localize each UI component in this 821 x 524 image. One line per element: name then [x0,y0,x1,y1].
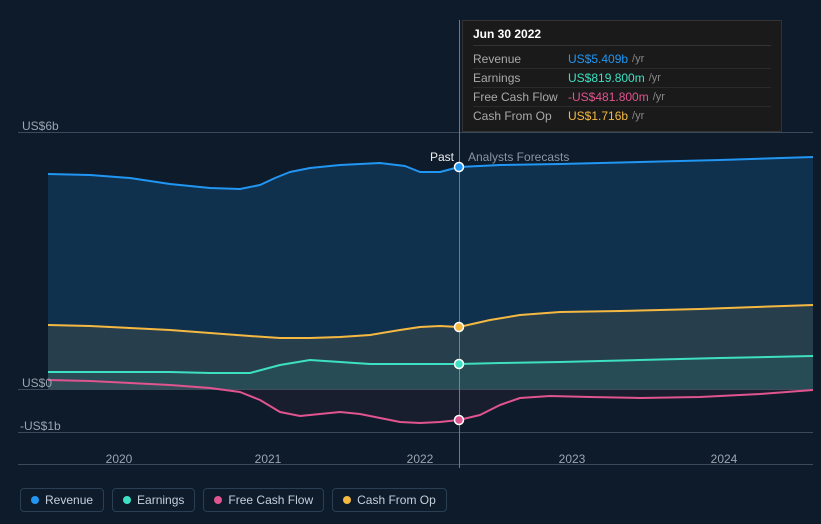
forecast-label: Analysts Forecasts [468,150,569,164]
legend-item-fcf[interactable]: Free Cash Flow [203,488,324,512]
x-tick-label: 2023 [559,452,586,466]
y-tick-label: US$0 [22,376,52,390]
tooltip-row-unit: /yr [632,110,644,122]
x-tick-label: 2020 [106,452,133,466]
tooltip-row-label: Revenue [473,52,568,66]
tooltip-row-value: -US$481.800m [568,90,649,104]
legend-item-revenue[interactable]: Revenue [20,488,104,512]
tooltip-row-value: US$1.716b [568,109,628,123]
tooltip-row-label: Cash From Op [473,109,568,123]
tooltip-row-unit: /yr [632,53,644,65]
x-tick-label: 2022 [407,452,434,466]
y-tick-label: -US$1b [20,419,61,433]
tooltip-row-unit: /yr [649,72,661,84]
legend-dot-icon [214,496,222,504]
tooltip-row-unit: /yr [653,91,665,103]
chart-tooltip: Jun 30 2022 Revenue US$5.409b /yr Earnin… [462,20,782,132]
financial-forecast-chart: US$6b US$0 -US$1b 2020 2021 2022 2023 20… [0,0,821,524]
x-tick-label: 2024 [711,452,738,466]
y-tick-label: US$6b [22,119,59,133]
tooltip-row-revenue: Revenue US$5.409b /yr [473,50,771,69]
tooltip-row-value: US$5.409b [568,52,628,66]
tooltip-row-label: Earnings [473,71,568,85]
tooltip-date: Jun 30 2022 [473,27,771,46]
legend-label: Cash From Op [357,493,436,507]
legend-item-earnings[interactable]: Earnings [112,488,195,512]
past-label: Past [430,150,454,164]
tooltip-row-value: US$819.800m [568,71,645,85]
tooltip-row-label: Free Cash Flow [473,90,568,104]
legend-label: Revenue [45,493,93,507]
x-tick-label: 2021 [255,452,282,466]
legend-label: Free Cash Flow [228,493,313,507]
chart-legend: Revenue Earnings Free Cash Flow Cash Fro… [20,488,447,512]
legend-dot-icon [343,496,351,504]
legend-label: Earnings [137,493,184,507]
tooltip-row-earnings: Earnings US$819.800m /yr [473,69,771,88]
legend-dot-icon [123,496,131,504]
tooltip-row-fcf: Free Cash Flow -US$481.800m /yr [473,88,771,107]
tooltip-row-cfo: Cash From Op US$1.716b /yr [473,107,771,125]
legend-item-cfo[interactable]: Cash From Op [332,488,447,512]
legend-dot-icon [31,496,39,504]
